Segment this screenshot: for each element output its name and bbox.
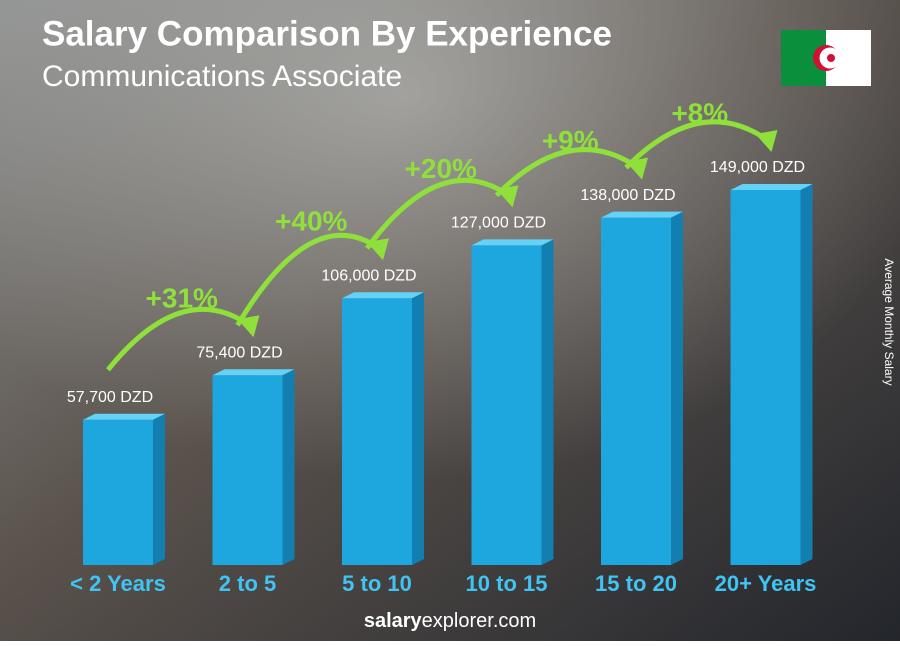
bar-top (471, 239, 554, 246)
change-label: +31% (146, 283, 218, 314)
bar (212, 375, 283, 565)
y-axis-label: Average Monthly Salary (882, 258, 896, 385)
bar (83, 419, 153, 565)
change-arrow (494, 147, 640, 198)
value-label: 75,400 DZD (196, 344, 282, 361)
value-label: 57,700 DZD (67, 389, 153, 406)
x-tick-label: 10 to 15 (466, 571, 548, 596)
change-arrowhead (755, 130, 778, 152)
chart-subtitle: Communications Associate (42, 60, 402, 93)
change-label: +9% (542, 125, 599, 156)
bar-side (282, 369, 295, 565)
change-arrow (235, 232, 381, 327)
bar (342, 298, 412, 565)
x-tick-label: 2 to 5 (219, 571, 276, 596)
bar-top (212, 369, 295, 376)
change-arrow (106, 306, 251, 372)
change-arrow (364, 177, 510, 250)
bar (730, 190, 801, 565)
change-label: +8% (671, 97, 728, 128)
value-label: 127,000 DZD (451, 215, 546, 232)
footer-brand: salary (364, 610, 423, 632)
value-label: 106,000 DZD (321, 267, 416, 284)
flag (781, 30, 871, 86)
x-tick-label: 5 to 10 (342, 571, 412, 596)
change-label: +20% (405, 153, 477, 184)
bar (601, 217, 671, 565)
footer-rest: explorer.com (422, 610, 537, 632)
bar-top (730, 184, 813, 190)
bar-side (153, 413, 165, 565)
bar (471, 245, 542, 565)
x-tick-label: 20+ Years (715, 571, 817, 596)
value-label: 149,000 DZD (710, 159, 805, 176)
bar-side (541, 239, 554, 565)
bar-side (671, 211, 683, 565)
bar-top (342, 292, 424, 299)
x-tick-label: 15 to 20 (595, 571, 677, 596)
bar-side (800, 184, 813, 565)
bar-top (601, 211, 683, 218)
change-label: +40% (275, 206, 347, 237)
footer: salaryexplorer.com (364, 610, 536, 632)
bar-side (412, 292, 424, 565)
chart-title: Salary Comparison By Experience (42, 14, 612, 53)
bar-top (83, 413, 165, 420)
x-tick-label: < 2 Years (70, 571, 166, 596)
value-label: 138,000 DZD (580, 187, 675, 204)
change-arrow (624, 119, 769, 170)
